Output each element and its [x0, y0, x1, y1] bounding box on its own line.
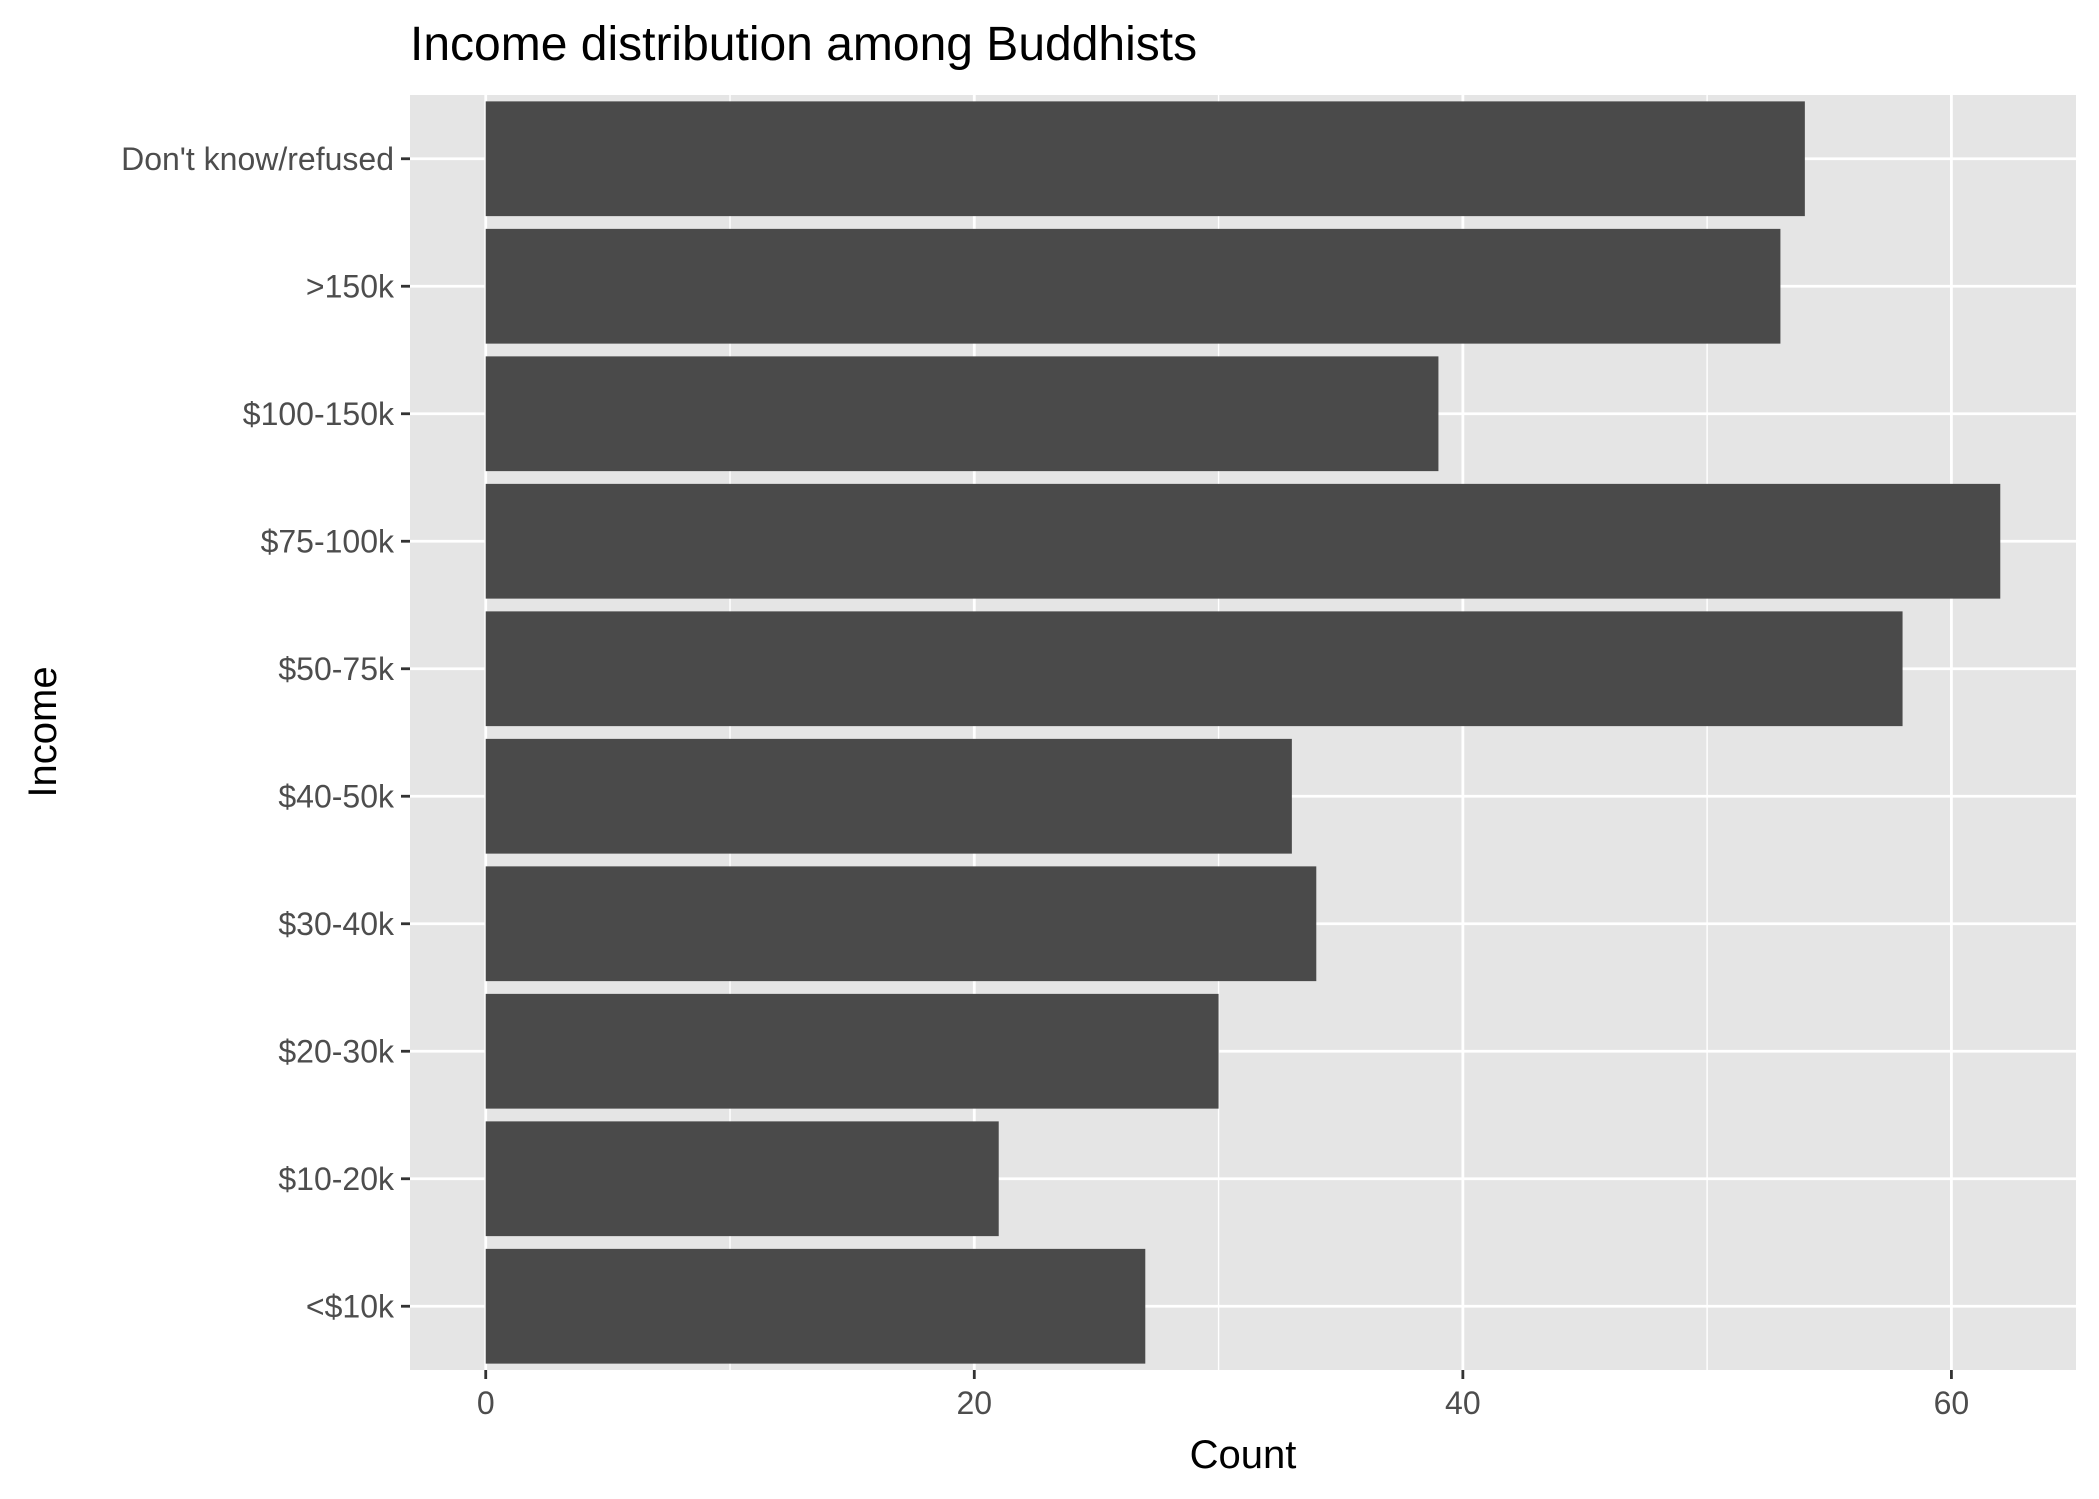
- y-tick-label: Don't know/refused: [121, 141, 394, 177]
- bar: [485, 1248, 1146, 1364]
- chart-title: Income distribution among Buddhists: [410, 18, 1197, 71]
- bar: [485, 483, 2001, 599]
- x-tick-label: 20: [956, 1385, 992, 1421]
- x-tick-label: 40: [1445, 1385, 1481, 1421]
- x-axis: 0 20 40 60: [477, 1370, 1969, 1421]
- y-axis: <$10k $10-20k $20-30k $30-40k $40-50k $50-75k…: [121, 141, 410, 1324]
- bar: [485, 993, 1219, 1109]
- x-axis-title: Count: [1190, 1433, 1297, 1477]
- x-tick-label: 60: [1934, 1385, 1970, 1421]
- y-axis-title: Income: [21, 666, 65, 797]
- y-tick-label: $40-50k: [278, 778, 395, 814]
- y-tick-label: $100-150k: [243, 396, 395, 432]
- y-tick-label: $20-30k: [278, 1033, 395, 1069]
- bars: [485, 101, 2001, 1364]
- bar: [485, 101, 1805, 217]
- x-tick-label: 0: [477, 1385, 495, 1421]
- bar: [485, 1121, 999, 1237]
- bar: [485, 866, 1317, 982]
- y-tick-label: >150k: [306, 268, 395, 304]
- y-tick-label: $10-20k: [278, 1161, 395, 1197]
- y-tick-label: <$10k: [306, 1288, 395, 1324]
- bar: [485, 738, 1292, 854]
- y-tick-label: $30-40k: [278, 906, 395, 942]
- bar: [485, 228, 1781, 344]
- y-tick-label: $50-75k: [278, 651, 395, 687]
- bar: [485, 356, 1439, 472]
- y-tick-label: $75-100k: [261, 523, 395, 559]
- bar: [485, 611, 1903, 727]
